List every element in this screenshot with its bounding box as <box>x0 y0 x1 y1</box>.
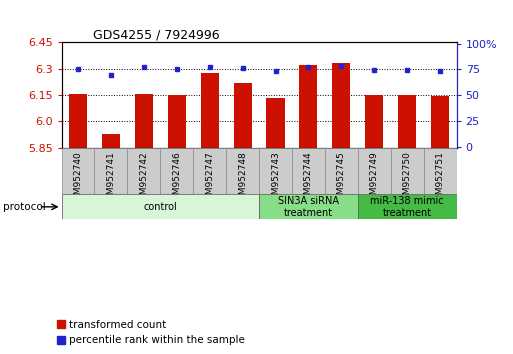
Bar <box>325 148 358 194</box>
Text: GSM952746: GSM952746 <box>172 152 181 206</box>
Text: GSM952744: GSM952744 <box>304 152 313 206</box>
Text: GDS4255 / 7924996: GDS4255 / 7924996 <box>93 28 220 41</box>
Bar <box>160 148 193 194</box>
Bar <box>391 148 424 194</box>
Bar <box>226 148 259 194</box>
Bar <box>259 148 292 194</box>
Text: miR-138 mimic
treatment: miR-138 mimic treatment <box>370 196 444 218</box>
Bar <box>201 73 219 148</box>
Text: GSM952751: GSM952751 <box>436 152 445 206</box>
Bar <box>358 148 391 194</box>
Text: GSM952748: GSM952748 <box>238 152 247 206</box>
Text: GSM952745: GSM952745 <box>337 152 346 206</box>
Bar <box>292 148 325 194</box>
Bar <box>62 194 259 219</box>
Legend: transformed count, percentile rank within the sample: transformed count, percentile rank withi… <box>56 320 245 345</box>
Bar <box>300 65 318 148</box>
Bar <box>431 96 449 148</box>
Bar <box>424 148 457 194</box>
Bar <box>94 148 127 194</box>
Bar <box>332 63 350 148</box>
Text: GSM952742: GSM952742 <box>140 152 148 206</box>
Bar <box>69 94 87 148</box>
Text: SIN3A siRNA
treatment: SIN3A siRNA treatment <box>278 196 339 218</box>
Bar <box>358 194 457 219</box>
Bar <box>102 134 120 148</box>
Bar <box>259 194 358 219</box>
Text: control: control <box>144 202 177 212</box>
Text: GSM952749: GSM952749 <box>370 152 379 206</box>
Bar <box>193 148 226 194</box>
Text: protocol: protocol <box>3 202 45 212</box>
Bar <box>135 94 153 148</box>
Bar <box>62 148 94 194</box>
Text: GSM952741: GSM952741 <box>106 152 115 206</box>
Text: GSM952743: GSM952743 <box>271 152 280 206</box>
Bar <box>398 95 416 148</box>
Bar <box>127 148 160 194</box>
Bar <box>266 98 285 148</box>
Text: GSM952740: GSM952740 <box>73 152 83 206</box>
Text: GSM952750: GSM952750 <box>403 152 412 206</box>
Bar <box>233 83 252 148</box>
Text: GSM952747: GSM952747 <box>205 152 214 206</box>
Bar <box>168 95 186 148</box>
Bar <box>365 95 383 148</box>
